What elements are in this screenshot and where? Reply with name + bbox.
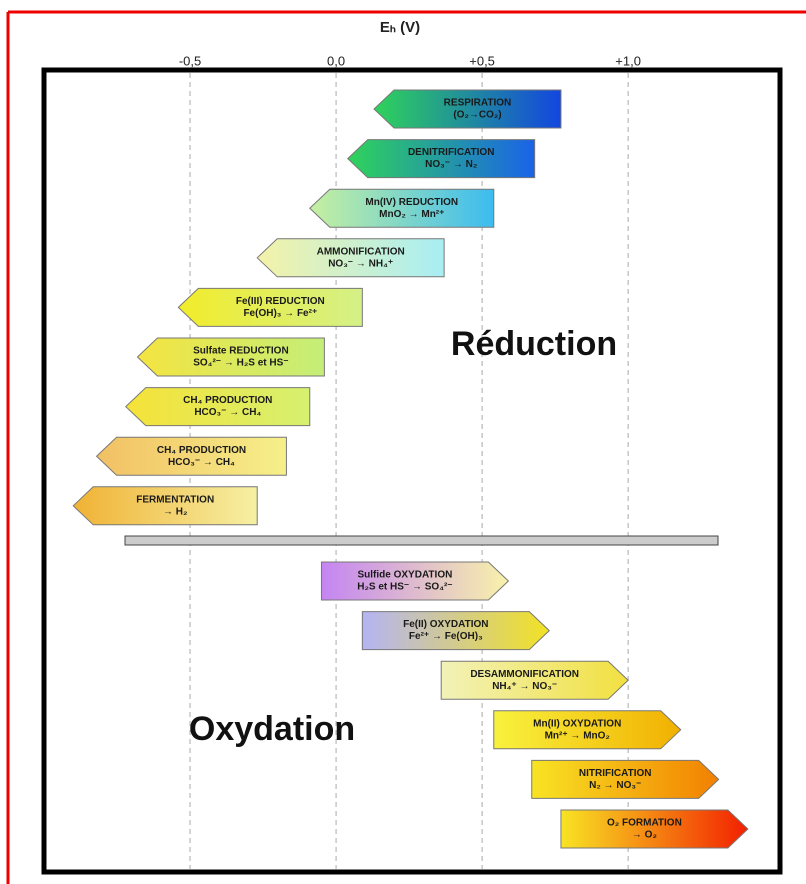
- process-arrow: [309, 188, 495, 228]
- arrow-label: DESAMMONIFICATION: [470, 669, 579, 680]
- group-label: Oxydation: [189, 710, 355, 748]
- arrow-label: MnO₂ → Mn²⁺: [379, 209, 444, 220]
- arrow-label: RESPIRATION: [444, 98, 512, 109]
- arrow-label: Fe(II) OXYDATION: [403, 619, 488, 630]
- x-tick-label: -0,5: [179, 53, 201, 68]
- process-arrow: [440, 660, 629, 700]
- process-arrow: [373, 89, 562, 129]
- x-tick-label: +0,5: [469, 53, 495, 68]
- x-tick-label: +1,0: [615, 53, 641, 68]
- arrow-label: NO₃⁻ → NH₄⁺: [328, 258, 393, 269]
- process-arrow: [320, 561, 510, 601]
- process-arrow: [493, 710, 682, 750]
- arrow-label: Sulfide OXYDATION: [358, 570, 453, 581]
- process-arrow: [347, 139, 536, 179]
- process-arrow: [136, 337, 325, 377]
- arrow-label: AMMONIFICATION: [317, 246, 405, 257]
- process-arrow: [361, 611, 550, 651]
- arrow-label: NH₄⁺ → NO₃⁻: [492, 681, 557, 692]
- arrow-label: → H₂: [163, 506, 187, 517]
- arrow-label: Fe²⁺ → Fe(OH)₃: [409, 631, 483, 642]
- arrow-label: CH₄ PRODUCTION: [157, 445, 246, 456]
- arrow-label: HCO₃⁻ → CH₄: [194, 407, 261, 418]
- arrow-label: CH₄ PRODUCTION: [183, 395, 272, 406]
- process-arrow: [531, 759, 720, 799]
- process-arrow: [560, 809, 749, 849]
- arrow-label: Mn²⁺ → MnO₂: [545, 730, 610, 741]
- arrow-label: FERMENTATION: [136, 494, 214, 505]
- x-tick-label: 0,0: [327, 53, 345, 68]
- arrow-label: → O₂: [632, 830, 657, 841]
- arrow-label: Sulfate REDUCTION: [193, 346, 289, 357]
- process-arrow: [72, 486, 258, 526]
- process-arrow: [95, 436, 287, 476]
- arrow-label: H₂S et HS⁻ → SO₄²⁻: [357, 582, 452, 593]
- arrow-label: O₂ FORMATION: [607, 818, 682, 829]
- arrow-label: N₂ → NO₃⁻: [589, 780, 641, 791]
- separator-bar: [124, 535, 719, 546]
- arrow-label: Mn(II) OXYDATION: [533, 718, 621, 729]
- axis-title: Eₕ (V): [380, 19, 420, 36]
- arrow-label: SO₄²⁻ → H₂S et HS⁻: [193, 358, 288, 369]
- arrow-label: Fe(III) REDUCTION: [236, 296, 325, 307]
- group-label: Réduction: [451, 325, 617, 363]
- arrow-label: HCO₃⁻ → CH₄: [168, 457, 235, 468]
- arrow-label: DENITRIFICATION: [408, 147, 494, 158]
- arrow-label: Mn(IV) REDUCTION: [365, 197, 458, 208]
- process-arrow: [177, 287, 363, 327]
- arrow-label: NO₃⁻ → N₂: [425, 159, 477, 170]
- process-arrow: [256, 238, 445, 278]
- arrow-label: (O₂→CO₂): [453, 110, 501, 121]
- process-arrow: [125, 387, 311, 427]
- arrow-label: NITRIFICATION: [579, 768, 652, 779]
- arrow-label: Fe(OH)₃ → Fe²⁺: [243, 308, 317, 319]
